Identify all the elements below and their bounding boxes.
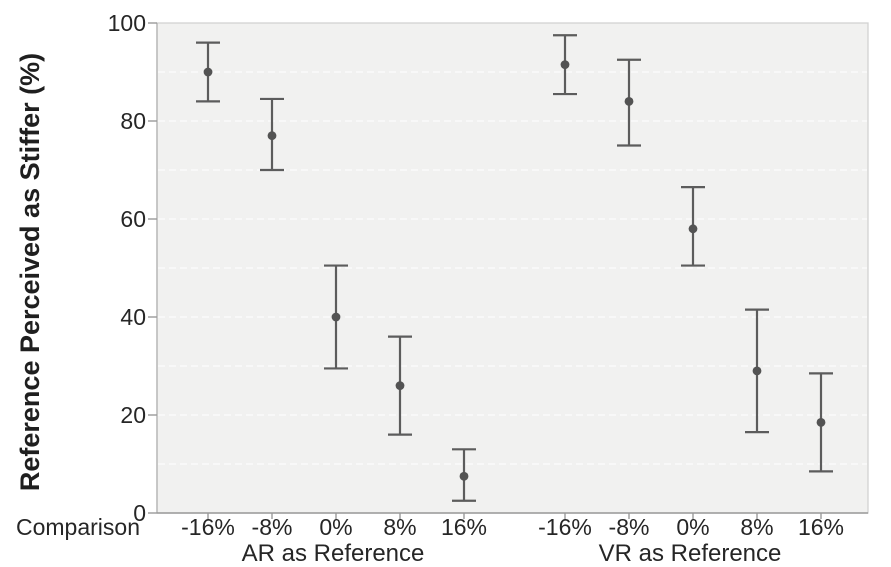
data-point-marker: [560, 60, 570, 70]
data-point-marker: [752, 366, 762, 376]
x-axis-title-comparison: Comparison: [16, 514, 140, 540]
y-tick-label: 0: [133, 500, 146, 526]
y-tick-label: 80: [120, 108, 146, 134]
group-label-vr-as-reference: VR as Reference: [598, 540, 782, 567]
data-point-marker: [395, 381, 405, 390]
x-tick-label: -16%: [181, 514, 235, 540]
x-tick-label: 16%: [798, 514, 844, 540]
x-tick-label: -16%: [538, 514, 592, 540]
x-tick-label: 0%: [676, 514, 709, 540]
data-point-marker: [688, 224, 698, 234]
data-point-marker: [816, 417, 826, 427]
group-label-ar-as-reference: AR as Reference: [241, 540, 425, 567]
data-point-marker: [459, 471, 469, 481]
y-tick-label: 100: [108, 10, 146, 36]
x-tick-label: 8%: [740, 514, 773, 540]
x-tick-label: 0%: [319, 514, 352, 540]
y-tick-label: 60: [120, 206, 146, 232]
x-tick-label: -8%: [252, 514, 293, 540]
y-tick-label: 20: [120, 402, 146, 428]
data-point-marker: [331, 312, 341, 322]
x-tick-label: -8%: [609, 514, 650, 540]
x-tick-label: 16%: [441, 514, 487, 540]
data-point-marker: [624, 97, 634, 106]
y-axis-title: Reference Perceived as Stiffer (%): [15, 52, 45, 492]
y-tick-label: 40: [120, 304, 146, 330]
data-point-marker: [267, 131, 277, 141]
data-point-marker: [203, 67, 213, 77]
x-tick-label: 8%: [383, 514, 416, 540]
